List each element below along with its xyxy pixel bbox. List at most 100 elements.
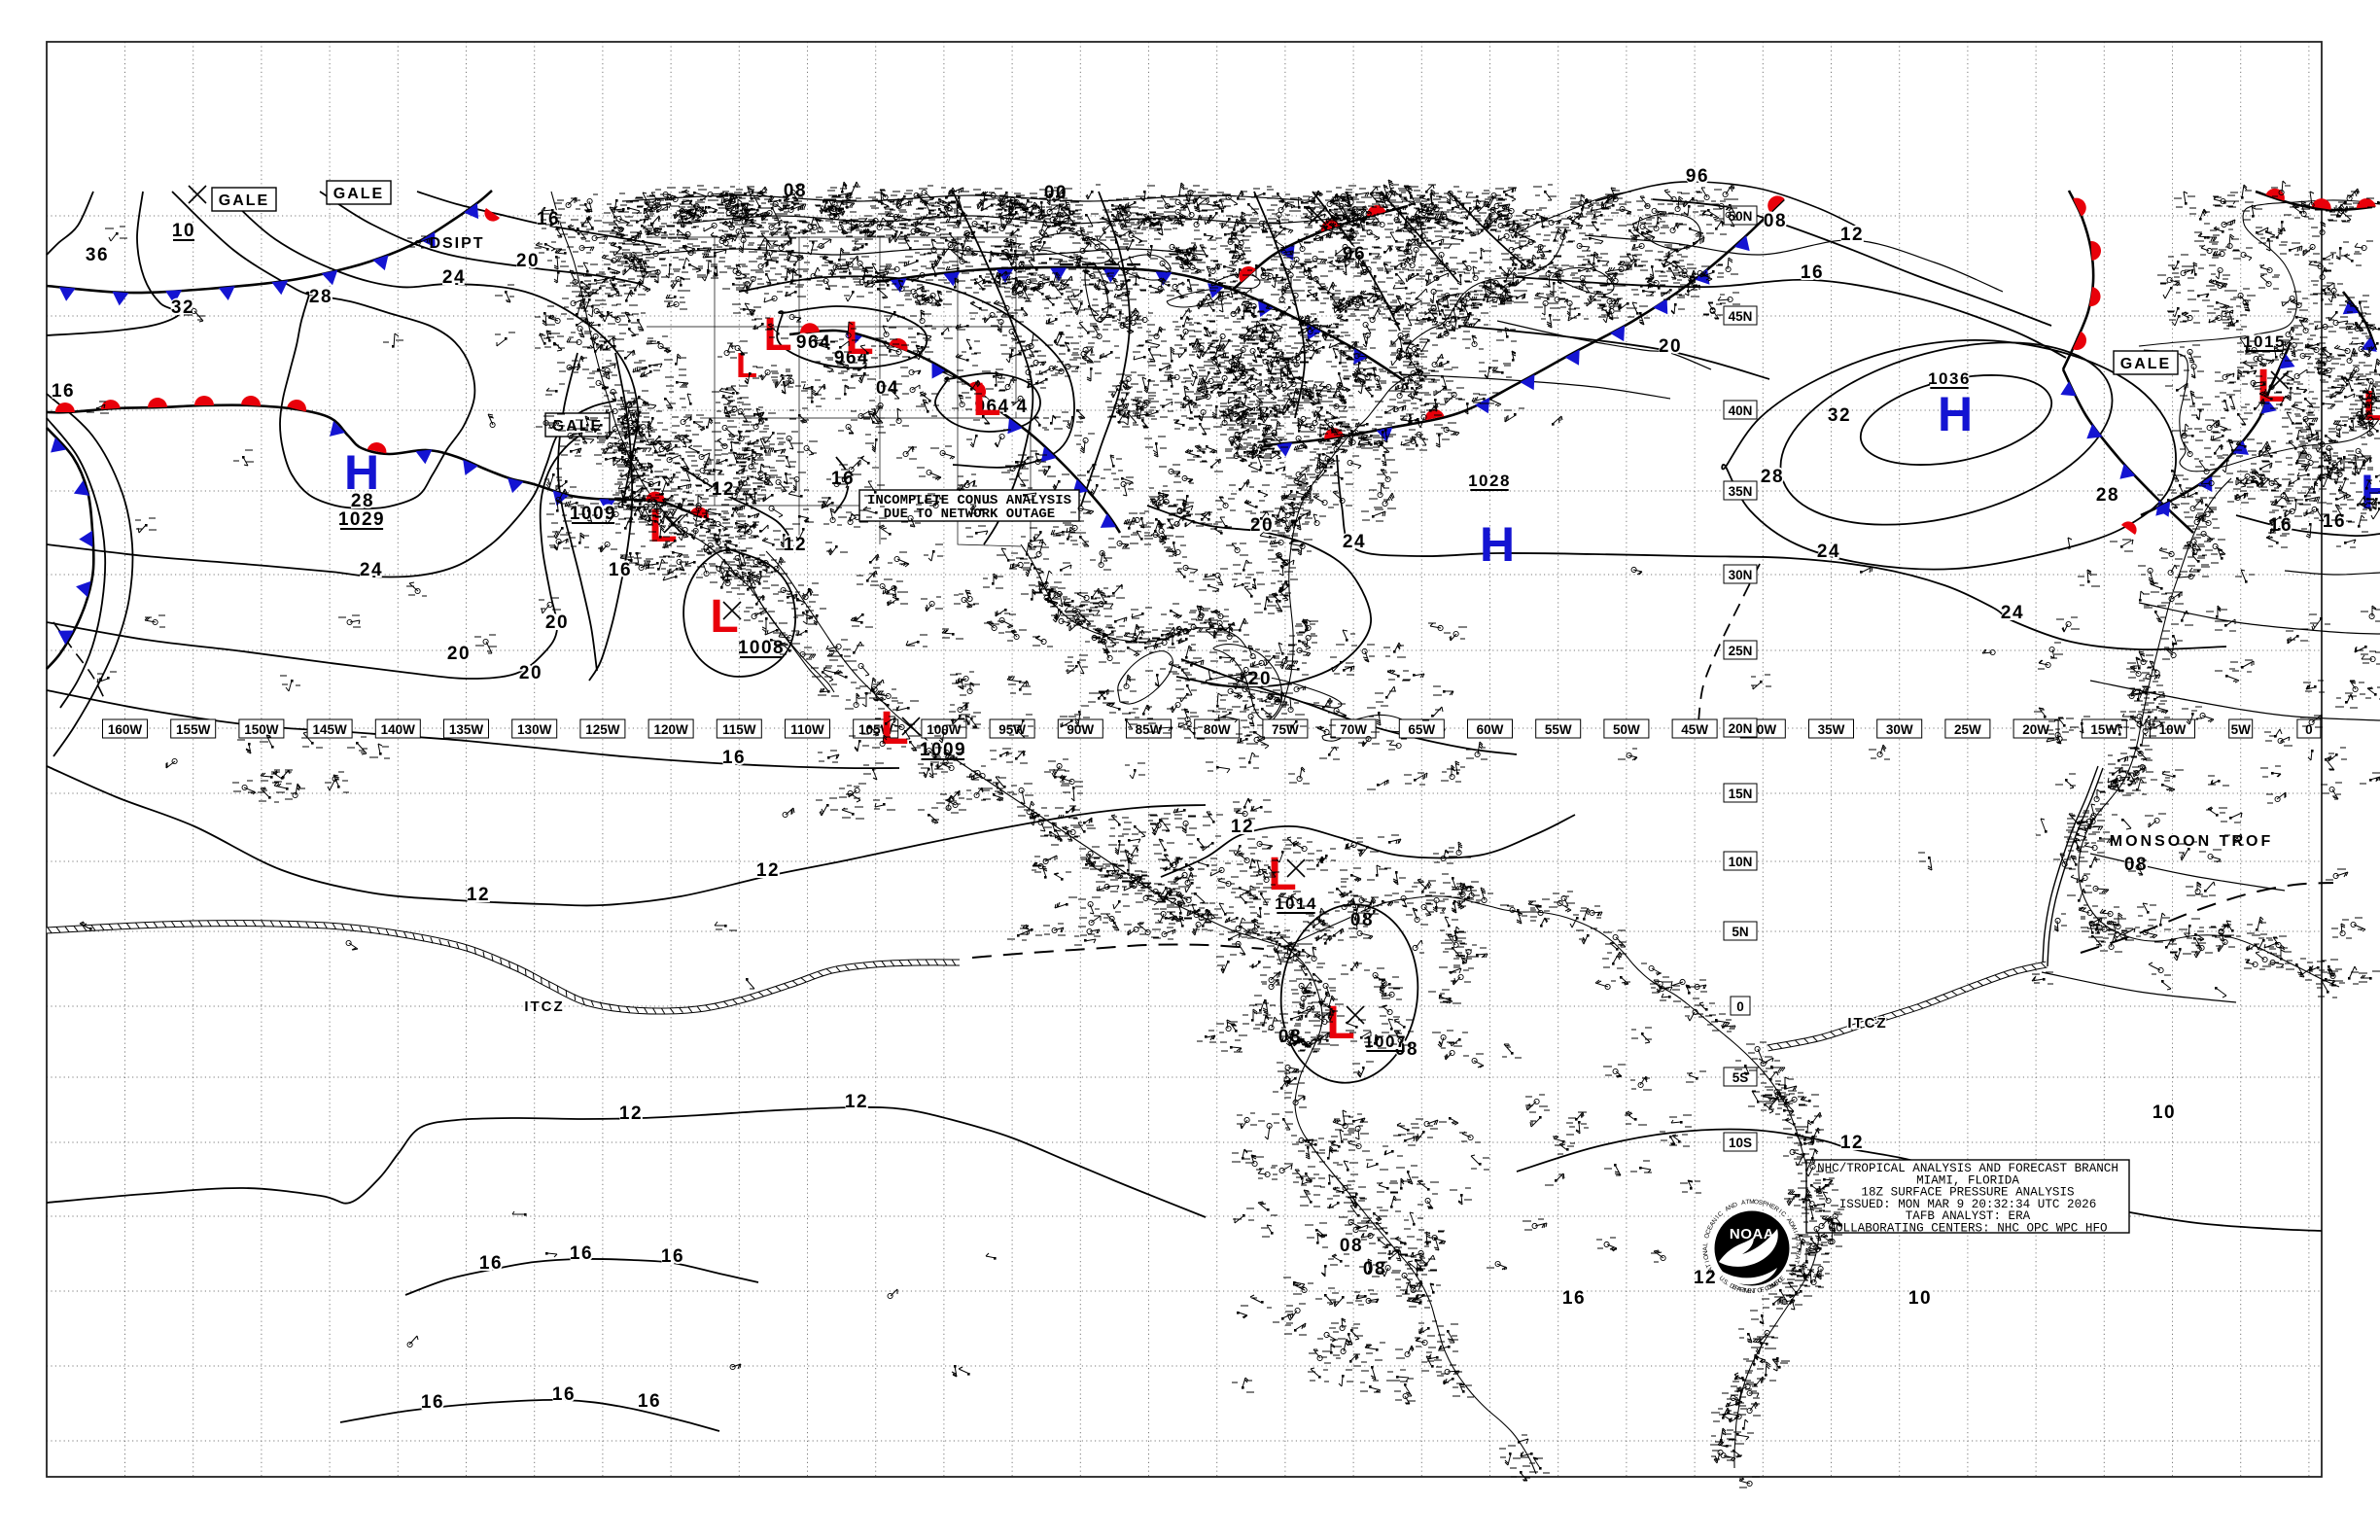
svg-text:16: 16 (479, 1253, 503, 1274)
svg-text:20: 20 (1659, 336, 1682, 357)
svg-text:A: A (1736, 1285, 1743, 1293)
svg-text:20: 20 (1660, 336, 1680, 357)
svg-text:GALE: GALE (219, 192, 269, 209)
svg-text:1007: 1007 (1364, 1032, 1407, 1051)
svg-text:P: P (1762, 1200, 1768, 1208)
svg-text:L: L (1702, 1242, 1709, 1246)
svg-text:T: T (1753, 1288, 1757, 1295)
svg-text:12: 12 (1231, 817, 1254, 837)
svg-text:15W: 15W (2090, 722, 2118, 737)
svg-text:20W: 20W (2022, 722, 2049, 737)
svg-text:C: C (1704, 1228, 1712, 1235)
svg-text:A: A (1702, 1246, 1709, 1251)
svg-text:T: T (1795, 1246, 1802, 1250)
svg-text:24: 24 (2002, 603, 2023, 623)
svg-text:M: M (1789, 1224, 1798, 1232)
svg-text:ITCZ: ITCZ (1847, 1015, 1887, 1032)
svg-text:20: 20 (516, 251, 540, 271)
svg-text:M: M (1768, 1282, 1776, 1291)
svg-text:1014: 1014 (1275, 894, 1317, 913)
svg-text:1028: 1028 (1468, 472, 1511, 490)
svg-text:S: S (1795, 1242, 1802, 1248)
svg-text:70W: 70W (1340, 722, 1367, 737)
svg-text:R: R (1772, 1206, 1780, 1214)
svg-text:10: 10 (2152, 1102, 2176, 1123)
svg-text:O: O (1703, 1254, 1711, 1260)
svg-text:10: 10 (1908, 1288, 1932, 1309)
svg-text:08: 08 (1765, 211, 1785, 231)
svg-text:M: M (1749, 1199, 1754, 1206)
svg-text:I: I (1704, 1259, 1711, 1263)
svg-text:H: H (1938, 387, 1973, 441)
svg-text:24: 24 (1344, 532, 1365, 552)
svg-text:12: 12 (468, 885, 488, 905)
svg-text:N: N (1711, 1216, 1720, 1224)
svg-text:A: A (1706, 1265, 1715, 1273)
svg-text:1029: 1029 (338, 509, 385, 530)
svg-text:5N: 5N (1732, 925, 1748, 939)
svg-text:T: T (1741, 1287, 1746, 1295)
svg-text:1036: 1036 (1931, 369, 1968, 388)
svg-text:35N: 35N (1729, 484, 1753, 499)
svg-text:16: 16 (1801, 262, 1824, 283)
svg-text:S: S (1758, 1199, 1764, 1207)
svg-text:12: 12 (467, 885, 490, 905)
svg-text:20: 20 (519, 663, 542, 683)
svg-text:35W: 35W (1818, 722, 1845, 737)
svg-text:T: T (1705, 1262, 1713, 1268)
svg-text:O: O (1757, 1287, 1763, 1295)
svg-text:964: 964 (796, 332, 831, 353)
svg-text:MIAMI, FLORIDA: MIAMI, FLORIDA (1916, 1173, 2019, 1187)
svg-text:L: L (1326, 998, 1354, 1049)
svg-text:60W: 60W (1477, 722, 1504, 737)
svg-text:H: H (1766, 1202, 1772, 1209)
svg-text:16: 16 (2324, 511, 2344, 532)
svg-text:115W: 115W (722, 722, 756, 737)
svg-text:28: 28 (352, 491, 372, 511)
svg-text:C: C (1717, 1210, 1725, 1219)
svg-text:5S: 5S (1732, 1070, 1749, 1085)
svg-text:D: D (1732, 1201, 1738, 1208)
svg-text:08: 08 (1396, 1039, 1417, 1060)
svg-text:24: 24 (360, 560, 383, 580)
svg-text:964 4: 964 4 (974, 397, 1028, 417)
svg-text:12: 12 (1841, 225, 1862, 245)
svg-text:O: O (1703, 1233, 1711, 1240)
svg-text:12: 12 (1841, 1133, 1862, 1153)
svg-text:R: R (1774, 1278, 1782, 1287)
svg-text:GALE: GALE (2120, 356, 2171, 372)
svg-text:D: D (1729, 1282, 1736, 1291)
svg-text:ITCZ: ITCZ (1847, 1015, 1887, 1032)
svg-text:20: 20 (520, 663, 541, 683)
svg-text:12: 12 (1694, 1268, 1717, 1288)
svg-text:140W: 140W (381, 722, 416, 737)
svg-text:105W: 105W (858, 722, 893, 737)
svg-text:135W: 135W (449, 722, 484, 737)
svg-text:16: 16 (722, 748, 746, 768)
svg-text:M: M (1744, 1287, 1750, 1295)
svg-text:.: . (1725, 1280, 1731, 1287)
svg-text:28: 28 (310, 287, 331, 307)
svg-text:10W: 10W (2159, 722, 2187, 737)
svg-text:12: 12 (784, 535, 807, 555)
svg-text:20: 20 (545, 612, 569, 633)
svg-text:24: 24 (1817, 542, 1840, 562)
svg-text:ITCZ: ITCZ (524, 998, 564, 1015)
svg-text:O: O (1767, 1283, 1773, 1291)
svg-text:12: 12 (846, 1092, 866, 1112)
svg-text:E: E (1772, 1279, 1780, 1288)
svg-text:16: 16 (553, 1384, 574, 1405)
svg-text:10: 10 (173, 221, 193, 241)
svg-text:12: 12 (756, 860, 780, 881)
svg-text:32: 32 (171, 298, 194, 318)
svg-text:24: 24 (1343, 532, 1366, 552)
svg-text:145W: 145W (312, 722, 347, 737)
svg-text:16: 16 (552, 1384, 576, 1405)
svg-text:18Z SURFACE PRESSURE ANALYSIS: 18Z SURFACE PRESSURE ANALYSIS (1861, 1186, 2074, 1200)
svg-text:28: 28 (1761, 467, 1784, 487)
svg-text:16: 16 (609, 560, 632, 580)
svg-text:16: 16 (52, 381, 73, 402)
svg-text:1008: 1008 (738, 638, 785, 658)
svg-text:16: 16 (638, 1391, 661, 1412)
svg-text:ITCZ: ITCZ (524, 998, 564, 1015)
